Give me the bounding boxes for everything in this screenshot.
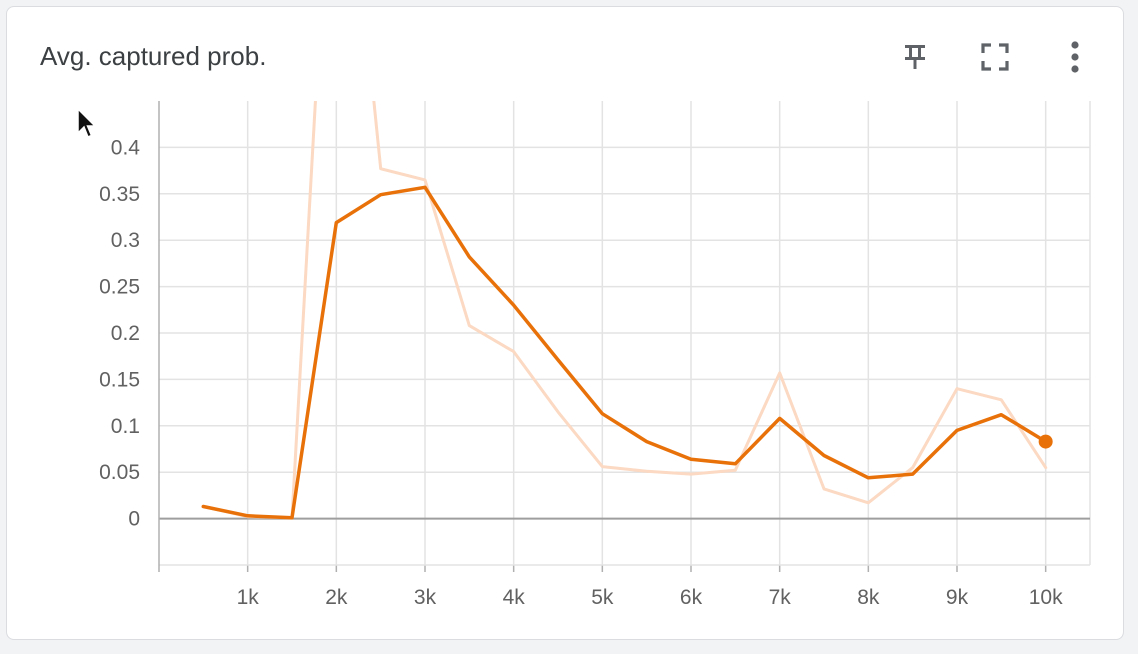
y-tick-label: 0.4	[111, 136, 141, 159]
x-tick-label: 6k	[680, 586, 703, 609]
y-tick-label: 0.2	[111, 322, 140, 345]
y-tick-label: 0.3	[111, 229, 140, 252]
x-tick-label: 1k	[237, 586, 260, 609]
more-options-button[interactable]	[1055, 37, 1095, 77]
y-tick-label: 0	[128, 508, 140, 531]
x-tick-label: 7k	[769, 586, 792, 609]
smoothed-series-line	[201, 185, 1048, 520]
x-tick-label: 4k	[503, 586, 526, 609]
y-tick-label: 0.25	[99, 276, 140, 299]
y-tick-label: 0.35	[99, 183, 140, 206]
x-tick-label: 10k	[1029, 586, 1063, 609]
x-tick-label: 5k	[591, 586, 614, 609]
x-tick-label: 8k	[857, 586, 880, 609]
more-vert-icon	[1071, 41, 1079, 73]
x-tick-label: 3k	[414, 586, 437, 609]
y-tick-label: 0.15	[99, 368, 140, 391]
x-tick-label: 9k	[946, 586, 969, 609]
chart-card: Avg. captured prob.	[6, 6, 1124, 640]
fullscreen-button[interactable]	[975, 37, 1015, 77]
mouse-cursor-icon	[77, 108, 97, 138]
chart-title: Avg. captured prob.	[40, 41, 267, 71]
fullscreen-icon	[981, 43, 1009, 71]
pin-button[interactable]	[895, 37, 935, 77]
x-tick-label: 2k	[325, 586, 348, 609]
series-end-point	[1038, 434, 1053, 449]
y-tick-label: 0.05	[99, 461, 140, 484]
y-tick-label: 0.1	[111, 415, 140, 438]
pin-icon	[905, 45, 925, 69]
